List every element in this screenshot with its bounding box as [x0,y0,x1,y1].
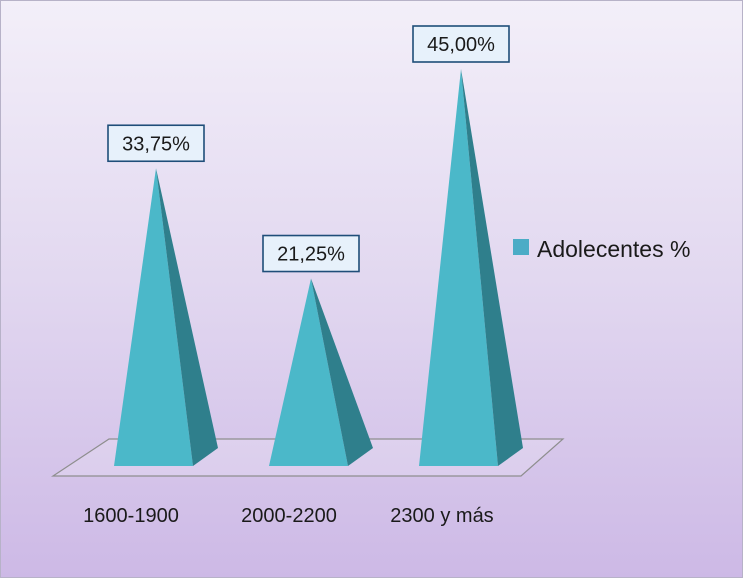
data-label-box [107,124,205,163]
data-label-box [412,25,510,63]
x-axis-ticks: 1600-1900 2000-2200 2300 y más [83,505,494,527]
data-label-text: 33,75% [122,133,190,155]
pyramid-bar [269,278,373,466]
x-tick-label: 2300 y más [390,505,493,527]
pyramid-bar-side [461,69,523,466]
pyramid-bar [114,168,218,466]
pyramid-bar-front [269,278,348,466]
pyramid-bar-front [114,168,193,466]
legend-label: Adolecentes % [537,236,690,262]
legend: Adolecentes % [513,236,690,262]
data-label: 33,75% [107,124,205,163]
pyramid-bar-side [156,168,218,466]
pyramid-bar [419,69,523,466]
chart-marks: 33,75% 21,25% 45,00% [107,25,523,466]
legend-swatch [513,239,529,255]
data-label-text: 21,25% [277,244,345,266]
data-label-text: 45,00% [427,34,495,56]
data-label-box [262,234,360,273]
x-tick-label: 1600-1900 [83,505,179,527]
data-label: 45,00% [412,25,510,63]
data-label: 21,25% [262,234,360,273]
pyramid-bar-front [419,69,498,466]
pyramid-bar-side [311,278,373,466]
x-tick-label: 2000-2200 [241,505,337,527]
